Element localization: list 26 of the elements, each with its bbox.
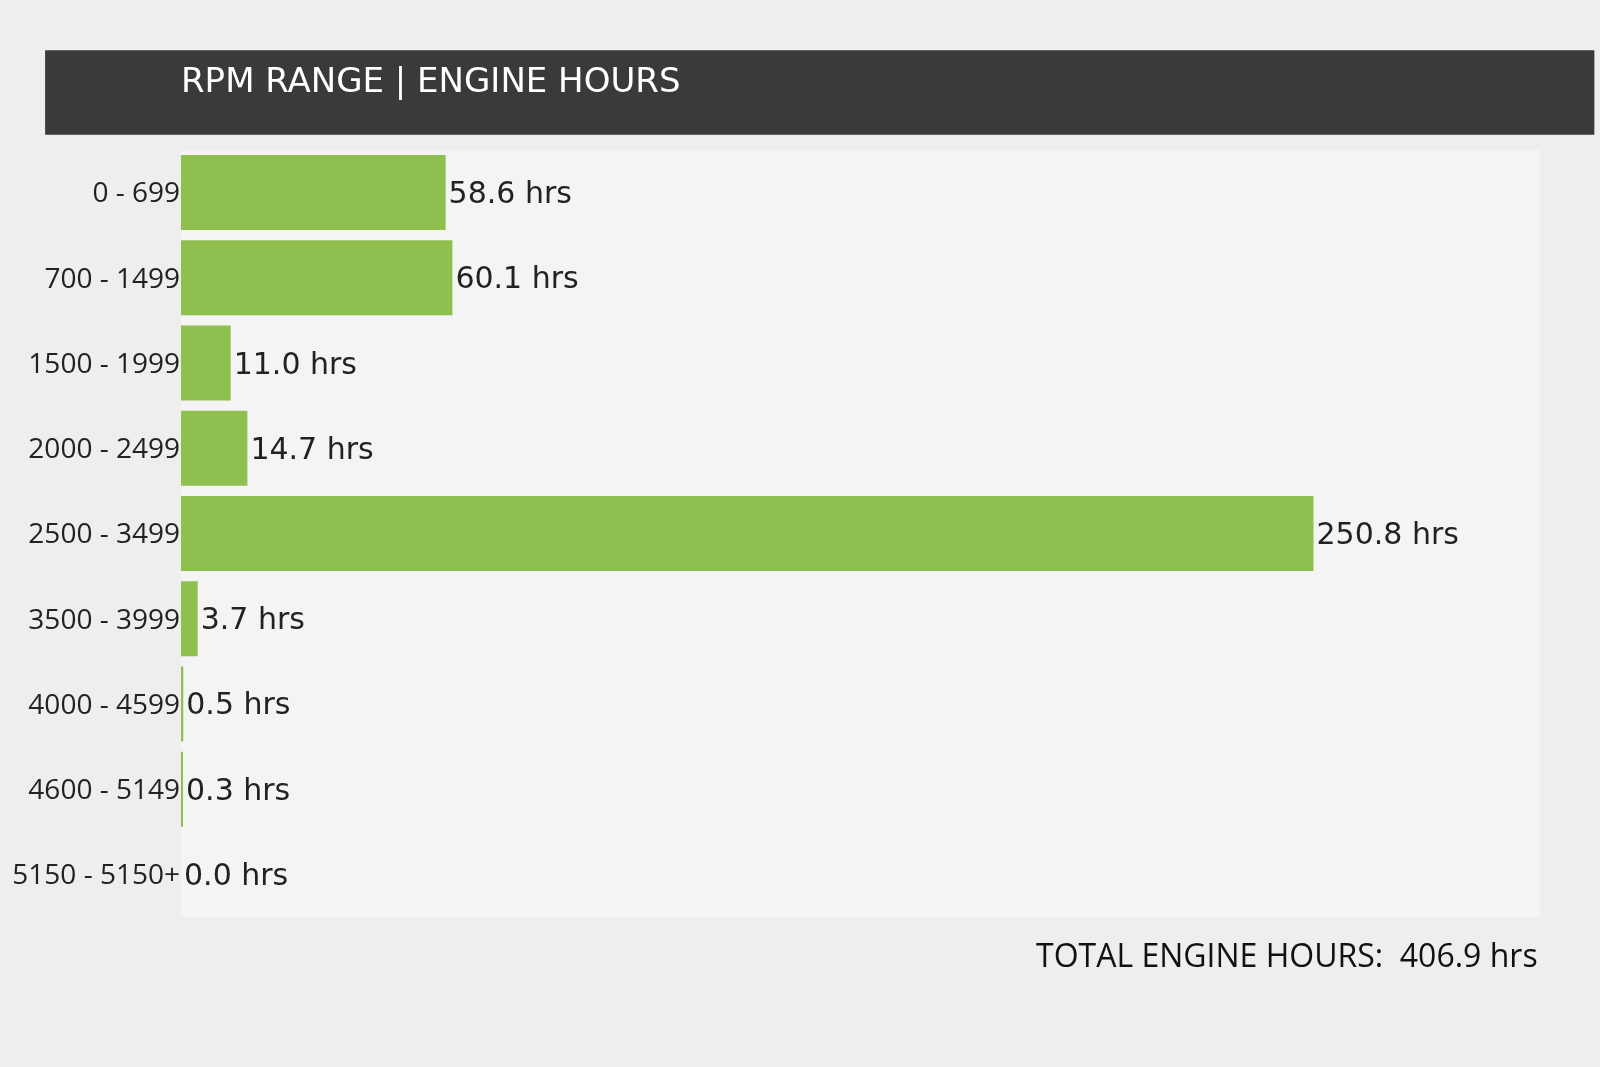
bar — [181, 155, 446, 231]
data-label: 0.3 hrs — [186, 771, 291, 807]
y-tick-label: 700 - 1499 — [44, 257, 180, 296]
bar — [181, 325, 231, 401]
data-label: 0.5 hrs — [186, 686, 291, 722]
y-tick-label: 1500 - 1999 — [28, 342, 180, 381]
data-label: 250.8 hrs — [1316, 516, 1459, 551]
bar — [181, 581, 198, 657]
chart-title: RPM RANGE | ENGINE HOURS — [181, 59, 681, 100]
bar — [181, 240, 453, 316]
y-tick-label: 4000 - 4599 — [28, 683, 180, 722]
data-label: 11.0 hrs — [233, 345, 357, 381]
data-label: 0.0 hrs — [184, 856, 289, 892]
text: TOTAL ENGINE HOURS: 406.9 hrs — [1036, 933, 1538, 976]
bar — [181, 410, 248, 486]
y-tick-label: 3500 - 3999 — [28, 598, 180, 637]
data-label: 58.6 hrs — [448, 175, 572, 211]
data-label: 60.1 hrs — [455, 260, 579, 296]
y-tick-label: 2500 - 3499 — [28, 513, 180, 552]
y-tick-label: 5150 - 5150+ — [12, 854, 180, 893]
y-tick-label: 2000 - 2499 — [28, 428, 180, 467]
bar — [181, 496, 1314, 571]
y-tick-label: 0 - 699 — [92, 172, 180, 211]
y-tick-label: 4600 - 5149 — [28, 768, 180, 807]
data-label: 3.7 hrs — [200, 601, 305, 637]
data-label: 14.7 hrs — [250, 430, 374, 466]
